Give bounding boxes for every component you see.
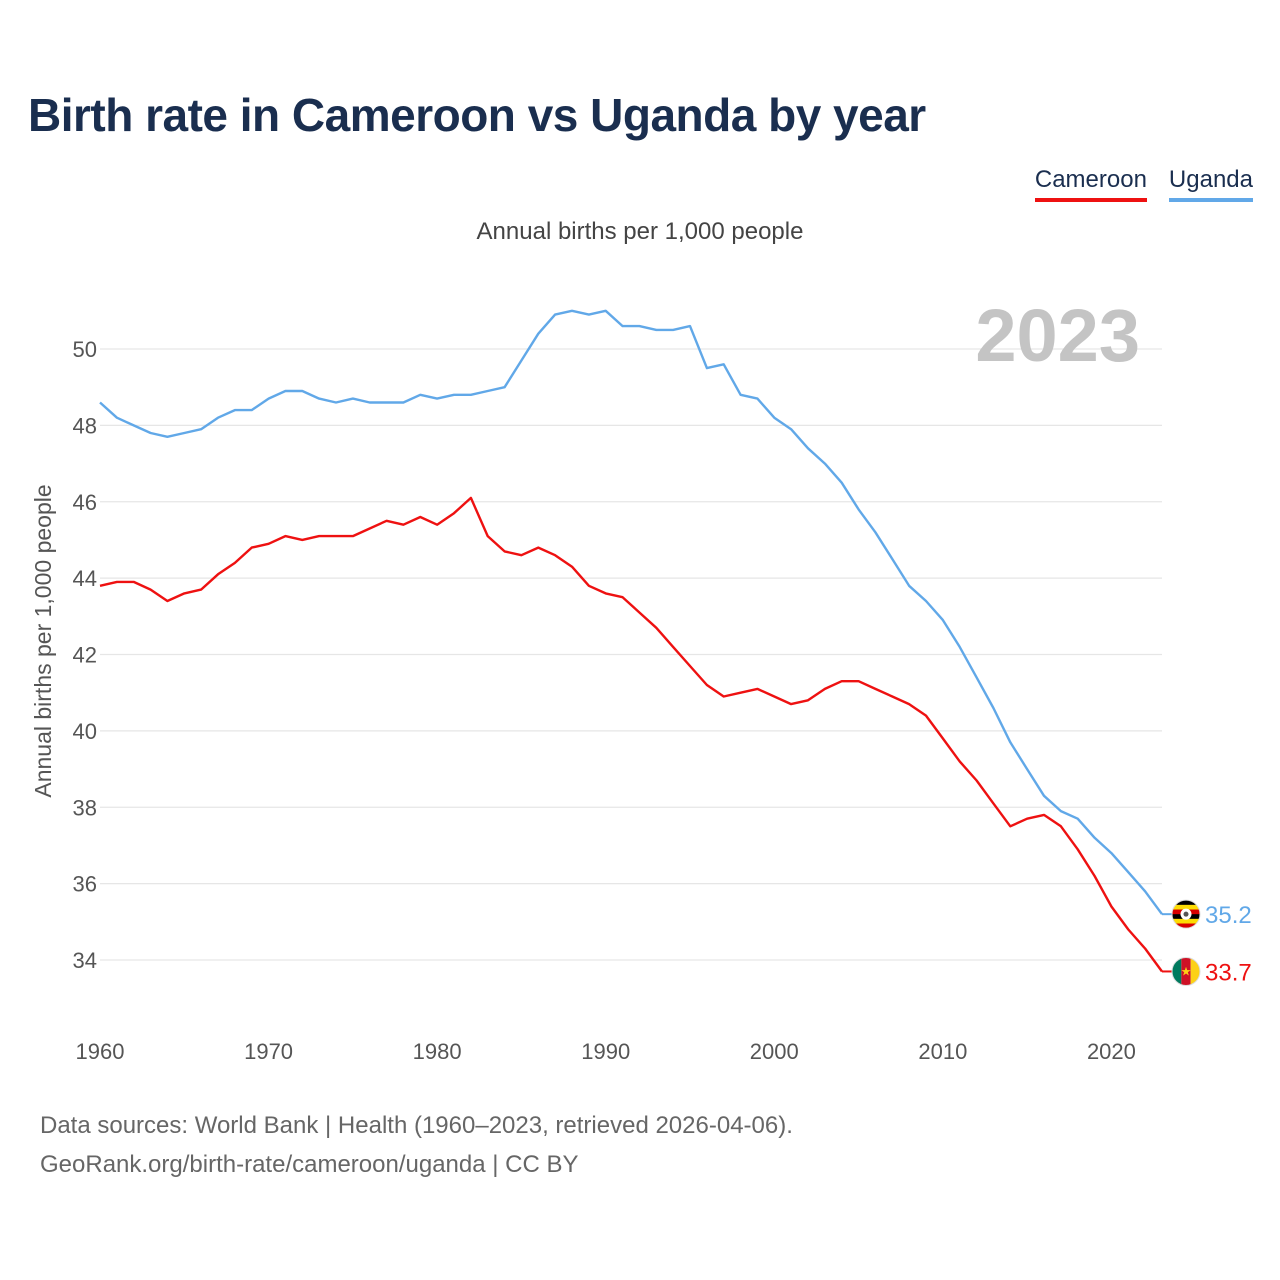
y-tick-label: 40 — [73, 719, 97, 744]
legend: Cameroon Uganda — [1034, 166, 1253, 202]
y-tick-label: 38 — [73, 795, 97, 820]
source-line-2[interactable]: GeoRank.org/birth-rate/cameroon/uganda |… — [40, 1151, 579, 1178]
uganda-flag-icon — [1171, 899, 1201, 929]
source-note: Data sources: World Bank | Health (1960–… — [40, 1106, 793, 1184]
x-tick-label: 2010 — [918, 1039, 967, 1064]
y-tick-label: 44 — [73, 566, 97, 591]
x-tick-label: 1960 — [76, 1039, 125, 1064]
x-tick-label: 1970 — [244, 1039, 293, 1064]
cameroon-flag-icon: ★ — [1171, 956, 1201, 986]
chart-subtitle: Annual births per 1,000 people — [476, 218, 804, 245]
y-tick-label: 42 — [73, 643, 97, 668]
series-line-cameroon — [99, 496, 1163, 973]
x-tick-label: 1980 — [413, 1039, 462, 1064]
legend-item-uganda[interactable]: Uganda — [1168, 166, 1253, 202]
y-tick-label: 50 — [73, 337, 97, 362]
current-year-label: 2023 — [975, 294, 1140, 377]
legend-item-cameroon[interactable]: Cameroon — [1034, 166, 1147, 202]
svg-text:★: ★ — [1181, 964, 1192, 978]
end-value-label-uganda: 35.2 — [1205, 902, 1252, 929]
end-value-label-cameroon: 33.7 — [1205, 959, 1252, 986]
y-tick-label: 48 — [73, 413, 97, 438]
x-tick-label: 1990 — [581, 1039, 630, 1064]
x-tick-label: 2020 — [1087, 1039, 1136, 1064]
series-line-uganda — [99, 309, 1163, 915]
source-line-1: Data sources: World Bank | Health (1960–… — [40, 1112, 793, 1139]
chart-title: Birth rate in Cameroon vs Uganda by year — [28, 89, 926, 141]
x-tick-label: 2000 — [750, 1039, 799, 1064]
y-tick-label: 34 — [73, 948, 97, 973]
y-tick-label: 46 — [73, 490, 97, 515]
y-tick-label: 36 — [73, 872, 97, 897]
y-axis-label: Annual births per 1,000 people — [30, 484, 56, 797]
